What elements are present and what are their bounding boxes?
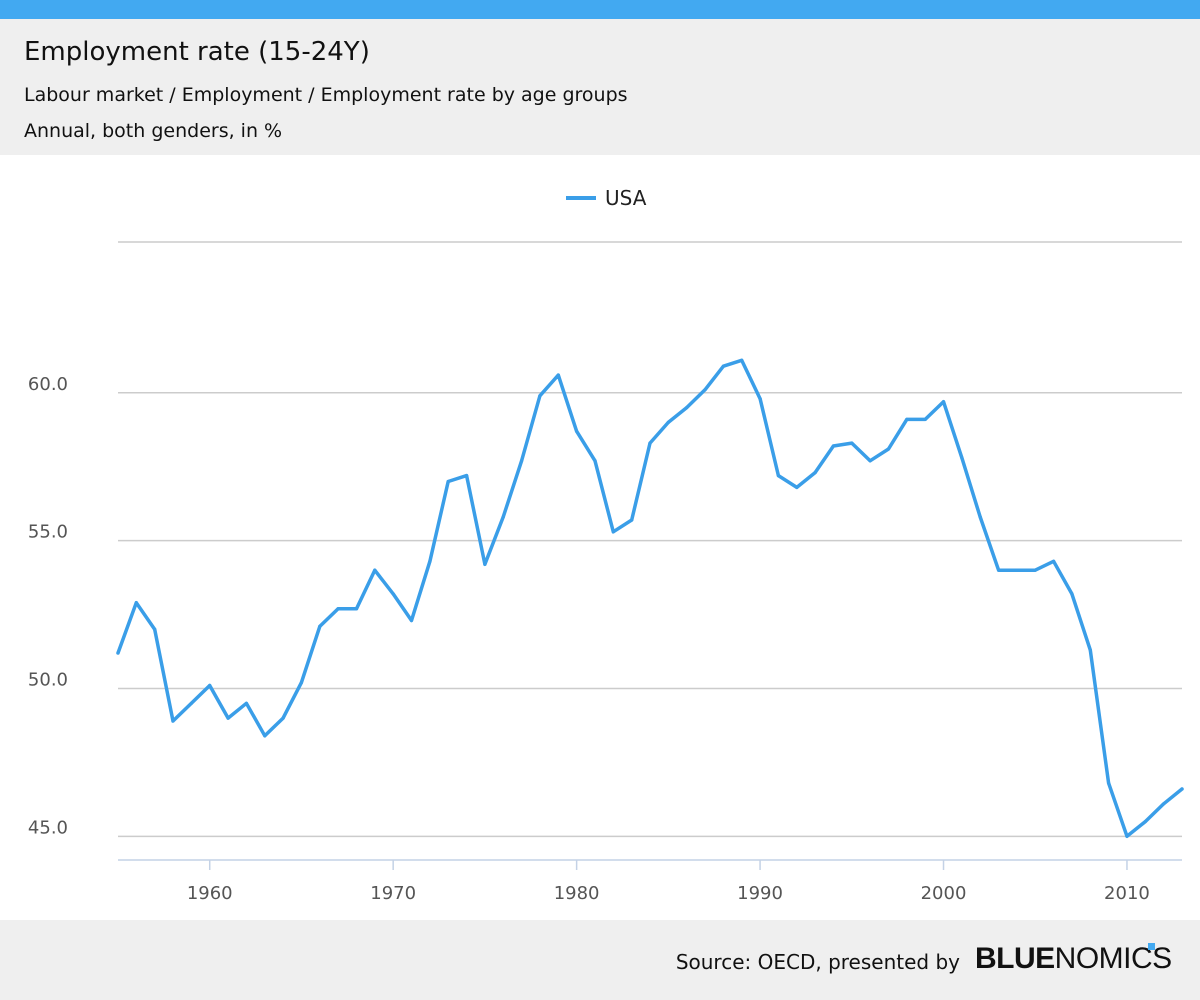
data-point[interactable] [318,624,322,628]
data-point[interactable] [850,441,854,445]
data-point[interactable] [685,406,689,410]
grid-lines [118,241,1182,838]
data-point[interactable] [997,568,1001,572]
data-point[interactable] [1033,568,1037,572]
data-point[interactable] [721,364,726,368]
data-point[interactable] [758,397,762,401]
data-point[interactable] [1052,559,1056,563]
data-point[interactable] [520,459,524,463]
chart-area: 45.0 50.0 55.0 60.0 1960 1970 1980 1990 2000 2010… [0,155,1200,920]
data-point[interactable] [1180,787,1184,791]
x-tick-label: 1970 [370,883,416,904]
data-point[interactable] [776,474,781,478]
data-point[interactable] [483,562,487,566]
line-chart: 45.0 50.0 55.0 60.0 1960 1970 1980 1990 2000 2010… [28,186,1184,904]
data-point[interactable] [978,515,982,519]
data-point[interactable] [1107,781,1111,785]
chart-subtitle: Annual, both genders, in % [24,120,283,142]
data-point[interactable] [740,358,744,362]
y-tick-label: 45.0 [28,817,68,838]
y-tick-label: 55.0 [28,522,68,543]
data-point[interactable] [153,627,157,631]
data-point[interactable] [1162,802,1166,806]
top-accent-bar [0,0,1200,19]
y-tick-label: 50.0 [28,669,68,690]
data-point[interactable] [630,518,634,522]
bluenomics-logo[interactable]: BLUENOMICS [975,942,1172,976]
data-point[interactable] [1143,820,1147,824]
data-point[interactable] [648,441,652,445]
chart-title: Employment rate (15-24Y) [24,37,370,67]
data-point[interactable] [556,373,560,377]
data-point[interactable] [281,716,285,720]
data-point[interactable] [134,601,138,605]
axes: 45.0 50.0 55.0 60.0 1960 1970 1980 1990 2000 2010 [28,374,1182,904]
data-point[interactable] [409,618,414,623]
breadcrumb: Labour market / Employment / Employment … [24,84,628,106]
data-point[interactable] [813,471,817,475]
data-point[interactable] [208,683,212,688]
data-point[interactable] [941,400,946,404]
data-point[interactable] [391,592,395,596]
logo-bold-text: BLUE [975,942,1055,975]
footer: Source: OECD, presented by BLUENOMICS [0,920,1200,1000]
data-point[interactable] [593,459,597,463]
data-point[interactable] [263,734,267,738]
data-point[interactable] [1015,568,1019,572]
x-tick-label: 1990 [737,883,783,904]
data-point[interactable] [905,417,909,421]
data-point[interactable] [244,701,248,705]
data-point[interactable] [1070,592,1074,596]
x-tick-label: 2010 [1104,883,1150,904]
data-point[interactable] [299,681,303,685]
data-point[interactable] [354,607,359,611]
data-point[interactable] [831,444,836,448]
data-point[interactable] [886,447,891,451]
data-point[interactable] [1125,834,1129,838]
data-point[interactable] [1088,648,1092,652]
data-point[interactable] [336,607,340,611]
data-point[interactable] [666,420,670,424]
data-point[interactable] [373,568,377,572]
logo-mark-icon [1148,943,1155,950]
series-layer [116,358,1184,839]
series-line-usa[interactable] [116,358,1184,839]
data-point[interactable] [465,474,469,478]
data-point[interactable] [795,485,799,489]
data-point[interactable] [575,429,579,433]
data-point[interactable] [171,719,175,723]
data-point[interactable] [428,559,432,563]
source-text: Source: OECD, presented by [675,950,960,974]
data-point[interactable] [226,716,230,720]
data-point[interactable] [703,388,707,392]
data-point[interactable] [446,479,450,484]
x-tick-label: 2000 [921,883,967,904]
data-point[interactable] [960,456,964,460]
data-point[interactable] [923,417,927,421]
legend[interactable]: USA [566,186,647,210]
data-point[interactable] [611,530,615,534]
data-point[interactable] [538,394,542,398]
data-point[interactable] [189,701,193,705]
data-point[interactable] [116,651,120,655]
y-tick-label: 60.0 [28,374,68,395]
data-point[interactable] [868,459,872,463]
x-tick-label: 1960 [187,883,233,904]
legend-label[interactable]: USA [605,186,647,210]
chart-header: Employment rate (15-24Y) Labour market /… [0,19,1200,155]
data-point[interactable] [501,515,505,519]
x-tick-label: 1980 [554,883,600,904]
